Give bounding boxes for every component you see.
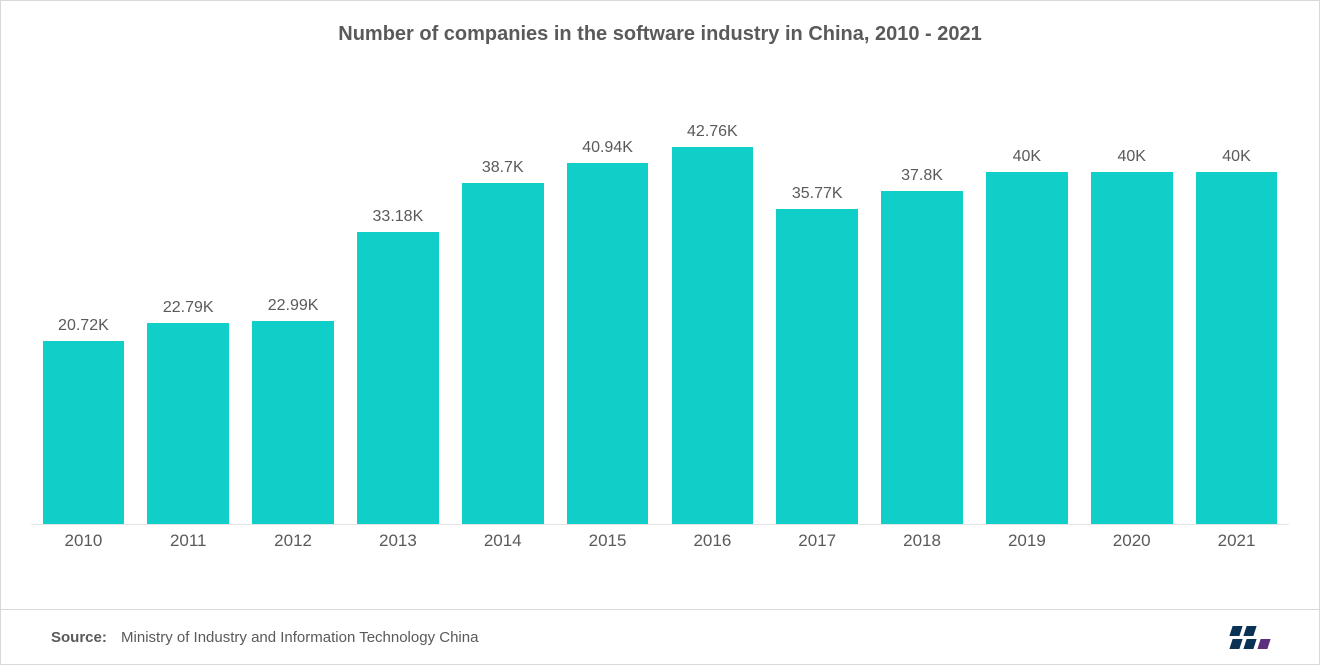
bar xyxy=(776,209,858,524)
bar-value-label: 40K xyxy=(1013,148,1041,166)
x-axis-label: 2015 xyxy=(555,525,660,554)
bar xyxy=(567,163,649,524)
x-axis-label: 2018 xyxy=(870,525,975,554)
logo-block-icon xyxy=(1229,639,1242,649)
bar-value-label: 22.99K xyxy=(268,297,319,315)
bar xyxy=(357,232,439,524)
chart-container: Number of companies in the software indu… xyxy=(0,0,1320,665)
x-axis-label: 2012 xyxy=(241,525,346,554)
x-axis-label: 2020 xyxy=(1079,525,1184,554)
bar-value-label: 20.72K xyxy=(58,317,109,335)
bar-value-label: 22.79K xyxy=(163,299,214,317)
x-axis-label: 2011 xyxy=(136,525,241,554)
x-axis-label: 2021 xyxy=(1184,525,1289,554)
bar-group: 33.18K xyxy=(345,101,450,524)
bar-group: 22.99K xyxy=(241,101,346,524)
source-label: Source: xyxy=(51,629,107,646)
bar-group: 35.77K xyxy=(765,101,870,524)
bar-group: 40.94K xyxy=(555,101,660,524)
bar xyxy=(672,147,754,524)
x-axis-label: 2013 xyxy=(345,525,450,554)
bar-group: 20.72K xyxy=(31,101,136,524)
source-line: Source: Ministry of Industry and Informa… xyxy=(51,629,478,646)
bar xyxy=(881,191,963,524)
bar xyxy=(252,321,334,524)
bar-value-label: 40.94K xyxy=(582,139,633,157)
bar xyxy=(1091,172,1173,525)
bars-region: 20.72K 22.79K 22.99K 33.18K 38.7K 40.94K 42.76… xyxy=(31,101,1289,524)
bar xyxy=(986,172,1068,525)
logo-block-icon xyxy=(1257,639,1270,649)
logo-block-icon xyxy=(1243,626,1256,636)
bar xyxy=(1196,172,1278,525)
x-axis-label: 2016 xyxy=(660,525,765,554)
bar-value-label: 40K xyxy=(1222,148,1250,166)
bar-value-label: 42.76K xyxy=(687,123,738,141)
brand-logo xyxy=(1231,626,1269,649)
footer: Source: Ministry of Industry and Informa… xyxy=(1,609,1319,664)
x-axis-label: 2010 xyxy=(31,525,136,554)
source-text: Ministry of Industry and Information Tec… xyxy=(121,629,478,646)
bar-value-label: 40K xyxy=(1117,148,1145,166)
x-axis-label: 2014 xyxy=(450,525,555,554)
bar-value-label: 37.8K xyxy=(901,167,943,185)
logo-block-icon xyxy=(1243,639,1256,649)
chart-area: 20.72K 22.79K 22.99K 33.18K 38.7K 40.94K 42.76… xyxy=(31,101,1289,554)
x-axis-label: 2017 xyxy=(765,525,870,554)
bar xyxy=(462,183,544,524)
x-axis: 2010201120122013201420152016201720182019… xyxy=(31,524,1289,554)
bar xyxy=(147,323,229,524)
x-axis-label: 2019 xyxy=(974,525,1079,554)
bar-value-label: 33.18K xyxy=(373,208,424,226)
bar-group: 22.79K xyxy=(136,101,241,524)
bar-group: 42.76K xyxy=(660,101,765,524)
logo-block-icon xyxy=(1229,626,1242,636)
bar-group: 37.8K xyxy=(870,101,975,524)
bar-group: 38.7K xyxy=(450,101,555,524)
chart-title: Number of companies in the software indu… xyxy=(1,1,1319,46)
bar-group: 40K xyxy=(974,101,1079,524)
bar-group: 40K xyxy=(1079,101,1184,524)
bar-value-label: 35.77K xyxy=(792,185,843,203)
bar-group: 40K xyxy=(1184,101,1289,524)
bar xyxy=(43,341,125,524)
bar-value-label: 38.7K xyxy=(482,159,524,177)
